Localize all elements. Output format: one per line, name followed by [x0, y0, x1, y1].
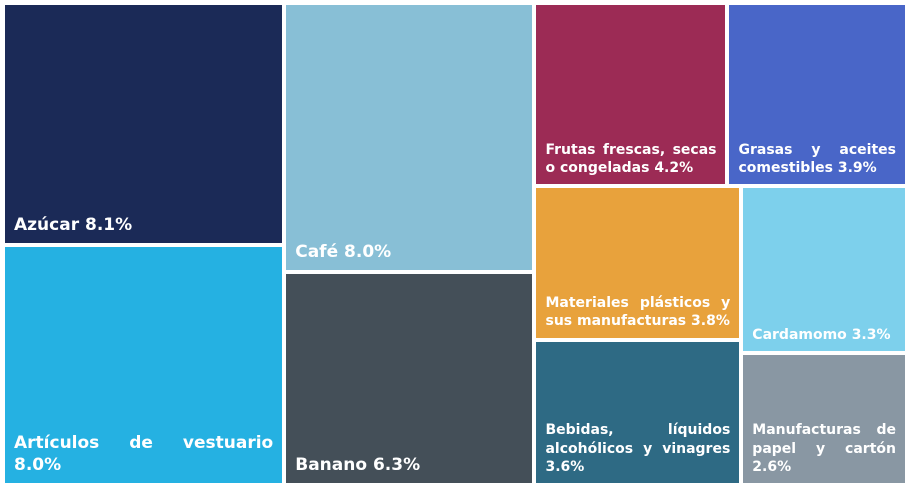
- category-name: Cardamomo: [752, 326, 847, 343]
- tile: Manufacturas de papel y cartón 2.6%: [743, 354, 905, 483]
- value-label: 3.6%: [545, 458, 585, 475]
- tile: Bebidas, líquidos alcohólicos y vinagres…: [536, 341, 740, 483]
- value-label: 8.0%: [14, 454, 62, 475]
- value-label: 2.6%: [752, 458, 792, 475]
- tile-label: Manufacturas de papel y cartón 2.6%: [752, 421, 896, 476]
- category-name: Café: [295, 242, 339, 263]
- value-label: 8.0%: [344, 242, 392, 263]
- value-label: 3.9%: [837, 160, 877, 177]
- tile: Café 8.0%: [286, 5, 533, 271]
- category-name: Banano: [295, 454, 368, 475]
- tile-label: Artículos de vestuario 8.0%: [14, 432, 273, 476]
- tile-label: Grasas y aceites comestibles 3.9%: [738, 141, 896, 177]
- tile-label: Frutas frescas, secas o congeladas 4.2%: [545, 141, 716, 177]
- value-label: 8.1%: [85, 215, 133, 236]
- tile: Frutas frescas, secas o congeladas 4.2%: [536, 5, 726, 185]
- tile-label: Banano 6.3%: [295, 454, 523, 476]
- tile: Artículos de vestuario 8.0%: [5, 247, 283, 483]
- tile: Banano 6.3%: [286, 274, 533, 483]
- value-label: 3.8%: [691, 313, 730, 330]
- category-name: Artículos de vestuario: [14, 432, 274, 453]
- tile-label: Cardamomo 3.3%: [752, 326, 896, 344]
- value-label: 6.3%: [372, 454, 421, 475]
- tile-label: Materiales plásticos y sus manufacturas …: [545, 294, 730, 330]
- category-name: Materiales plásticos y sus manufacturas: [545, 295, 731, 330]
- tile: Cardamomo 3.3%: [743, 188, 905, 351]
- tile-label: Bebidas, líquidos alcohólicos y vinagres…: [545, 421, 730, 476]
- value-label: 3.3%: [851, 326, 891, 343]
- value-label: 4.2%: [654, 160, 694, 177]
- category-name: Frutas frescas, secas o congeladas: [545, 142, 717, 177]
- tile: Materiales plásticos y sus manufacturas …: [536, 188, 740, 338]
- category-name: Grasas y aceites comestibles: [738, 142, 896, 177]
- category-name: Manufacturas de papel y cartón: [752, 422, 896, 457]
- tile-label: Café 8.0%: [295, 241, 523, 263]
- tile-label: Azúcar 8.1%: [14, 214, 273, 236]
- category-name: Bebidas, líquidos alcohólicos y vinagres: [545, 422, 731, 457]
- tile: Azúcar 8.1%: [5, 5, 283, 244]
- tile: Grasas y aceites comestibles 3.9%: [729, 5, 905, 185]
- category-name: Azúcar: [14, 215, 80, 236]
